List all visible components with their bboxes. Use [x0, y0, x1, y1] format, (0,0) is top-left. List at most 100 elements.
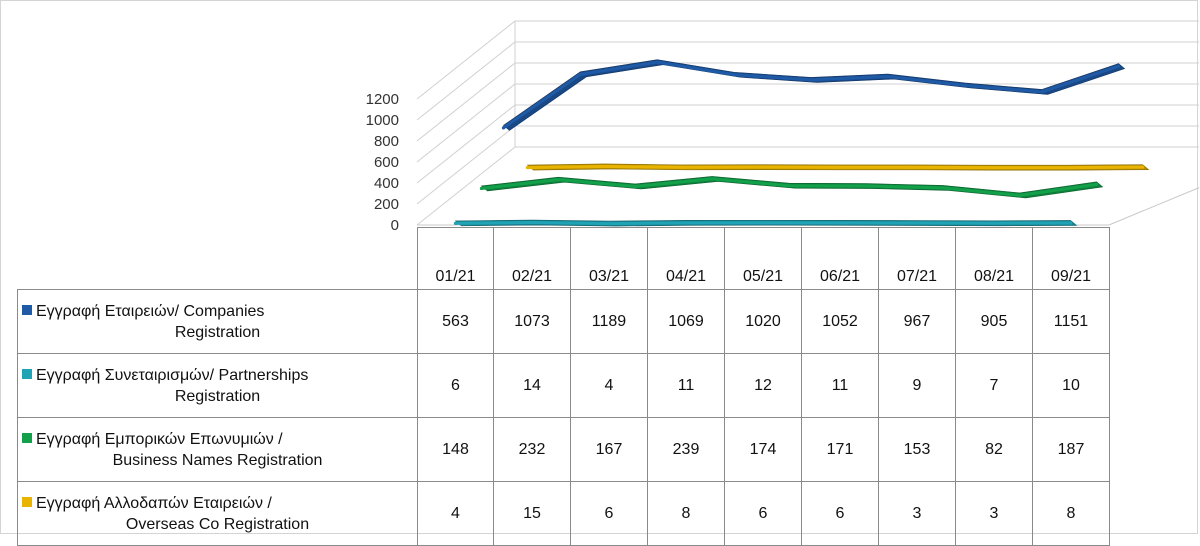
- data-point: [501, 126, 506, 130]
- gridline-side: [416, 62, 516, 142]
- data-point: [710, 177, 714, 181]
- data-point: [756, 165, 760, 169]
- legend-entry: Εγγραφή Εταιρειών/ Companies Registration: [17, 289, 418, 354]
- data-point: [1064, 166, 1068, 170]
- data-label: 174: [724, 417, 802, 482]
- data-label: 1151: [1032, 289, 1110, 354]
- series-lines: [453, 59, 1150, 227]
- data-label: 7: [955, 353, 1033, 418]
- table-row: Εγγραφή Εταιρειών/ Companies Registration…: [17, 289, 1110, 354]
- data-point: [530, 220, 534, 225]
- y-tick-label: 1000: [366, 112, 399, 129]
- series-line: [502, 60, 1120, 130]
- data-point: [732, 73, 736, 77]
- legend-label-line1: Εγγραφή Συνεταιρισμών/ Partnerships: [36, 366, 309, 384]
- data-table: 01/21 02/21 03/21 04/21 05/21 06/21 07/21 08/21…: [17, 227, 1110, 546]
- data-label: 15: [493, 481, 571, 546]
- legend-label-line2: Overseas Co Registration: [125, 515, 310, 533]
- data-point: [941, 186, 945, 190]
- x-tick-label: 07/21: [878, 227, 956, 290]
- series-0: [501, 59, 1126, 131]
- data-label: 10: [1032, 353, 1110, 418]
- y-tick-label: 200: [374, 196, 399, 213]
- category-row: 01/21 02/21 03/21 04/21 05/21 06/21 07/21 08/21…: [17, 227, 1110, 290]
- x-tick-label: 09/21: [1032, 227, 1110, 290]
- x-tick-label: 01/21: [417, 227, 494, 290]
- data-point: [1068, 221, 1073, 225]
- grid: [416, 20, 1199, 226]
- legend-swatch: [22, 304, 32, 315]
- x-tick-label: 08/21: [955, 227, 1033, 290]
- table-row: Εγγραφή Συνεταιρισμών/ Partnerships Regis…: [17, 353, 1110, 418]
- y-tick-label: 800: [374, 133, 399, 150]
- data-label: 4: [570, 353, 648, 418]
- legend-entry: Εγγραφή Συνεταιρισμών/ Partnerships Regis…: [17, 353, 418, 418]
- data-point: [833, 165, 837, 169]
- data-label: 1189: [570, 289, 648, 354]
- legend-swatch: [22, 368, 32, 379]
- table-row: Εγγραφή Αλλοδαπών Εταιρειών / Overseas Co…: [17, 481, 1110, 546]
- data-point: [602, 164, 606, 169]
- data-point: [679, 165, 683, 169]
- data-point: [684, 221, 688, 225]
- data-point: [992, 221, 996, 225]
- data-point: [607, 221, 611, 226]
- data-label: 171: [801, 417, 879, 482]
- data-label: 3: [878, 481, 956, 546]
- data-label: 6: [417, 353, 494, 418]
- data-point: [655, 60, 659, 64]
- series-3: [525, 163, 1150, 171]
- data-label: 153: [878, 417, 956, 482]
- data-label: 14: [493, 353, 571, 418]
- y-tick-label: 1200: [366, 91, 399, 108]
- data-point: [963, 83, 967, 88]
- chart-plot: 0 200 400 600 800 1000 1200: [366, 20, 1199, 234]
- data-label: 1052: [801, 289, 879, 354]
- data-point: [886, 74, 890, 79]
- series-1: [453, 219, 1078, 227]
- legend-label-line2: Registration: [174, 387, 261, 405]
- y-tick-label: 400: [374, 175, 399, 192]
- data-point: [809, 78, 813, 82]
- y-axis: 0 200 400 600 800 1000 1200: [366, 91, 399, 234]
- x-tick-label: 05/21: [724, 227, 802, 290]
- legend-label-line1: Εγγραφή Εμπορικών Επωνυμιών /: [36, 430, 283, 448]
- gridline-side: [416, 83, 516, 163]
- data-label: 232: [493, 417, 571, 482]
- data-point: [1140, 165, 1145, 169]
- gridline-side: [416, 20, 516, 100]
- data-point: [578, 72, 582, 76]
- data-label: 8: [647, 481, 725, 546]
- data-point: [761, 221, 765, 225]
- data-label: 6: [801, 481, 879, 546]
- data-label: 6: [570, 481, 648, 546]
- gridline-side: [416, 41, 516, 121]
- data-label: 167: [570, 417, 648, 482]
- data-label: 563: [417, 289, 494, 354]
- data-point: [915, 221, 919, 225]
- legend-swatch: [22, 432, 32, 443]
- data-label: 12: [724, 353, 802, 418]
- data-point: [556, 178, 560, 182]
- gridline-side: [416, 104, 516, 184]
- gridline-side: [416, 146, 516, 226]
- legend-label-line1: Εγγραφή Αλλοδαπών Εταιρειών /: [36, 494, 272, 512]
- data-label: 82: [955, 417, 1033, 482]
- legend-entry: Εγγραφή Εμπορικών Επωνυμιών / Business Na…: [17, 417, 418, 482]
- data-label: 8: [1032, 481, 1110, 546]
- data-point: [1040, 90, 1044, 94]
- data-point: [1116, 64, 1121, 68]
- data-label: 9: [878, 353, 956, 418]
- data-point: [1018, 193, 1022, 197]
- data-point: [1094, 182, 1099, 186]
- x-tick-label: 06/21: [801, 227, 879, 290]
- data-label: 905: [955, 289, 1033, 354]
- x-tick-label: 04/21: [647, 227, 725, 290]
- x-tick-label: 03/21: [570, 227, 648, 290]
- data-label: 148: [417, 417, 494, 482]
- legend-entry: Εγγραφή Αλλοδαπών Εταιρειών / Overseas Co…: [17, 481, 418, 546]
- legend-label-line1: Εγγραφή Εταιρειών/ Companies: [36, 302, 265, 320]
- data-point: [787, 184, 791, 188]
- data-label: 1069: [647, 289, 725, 354]
- data-point: [479, 186, 484, 191]
